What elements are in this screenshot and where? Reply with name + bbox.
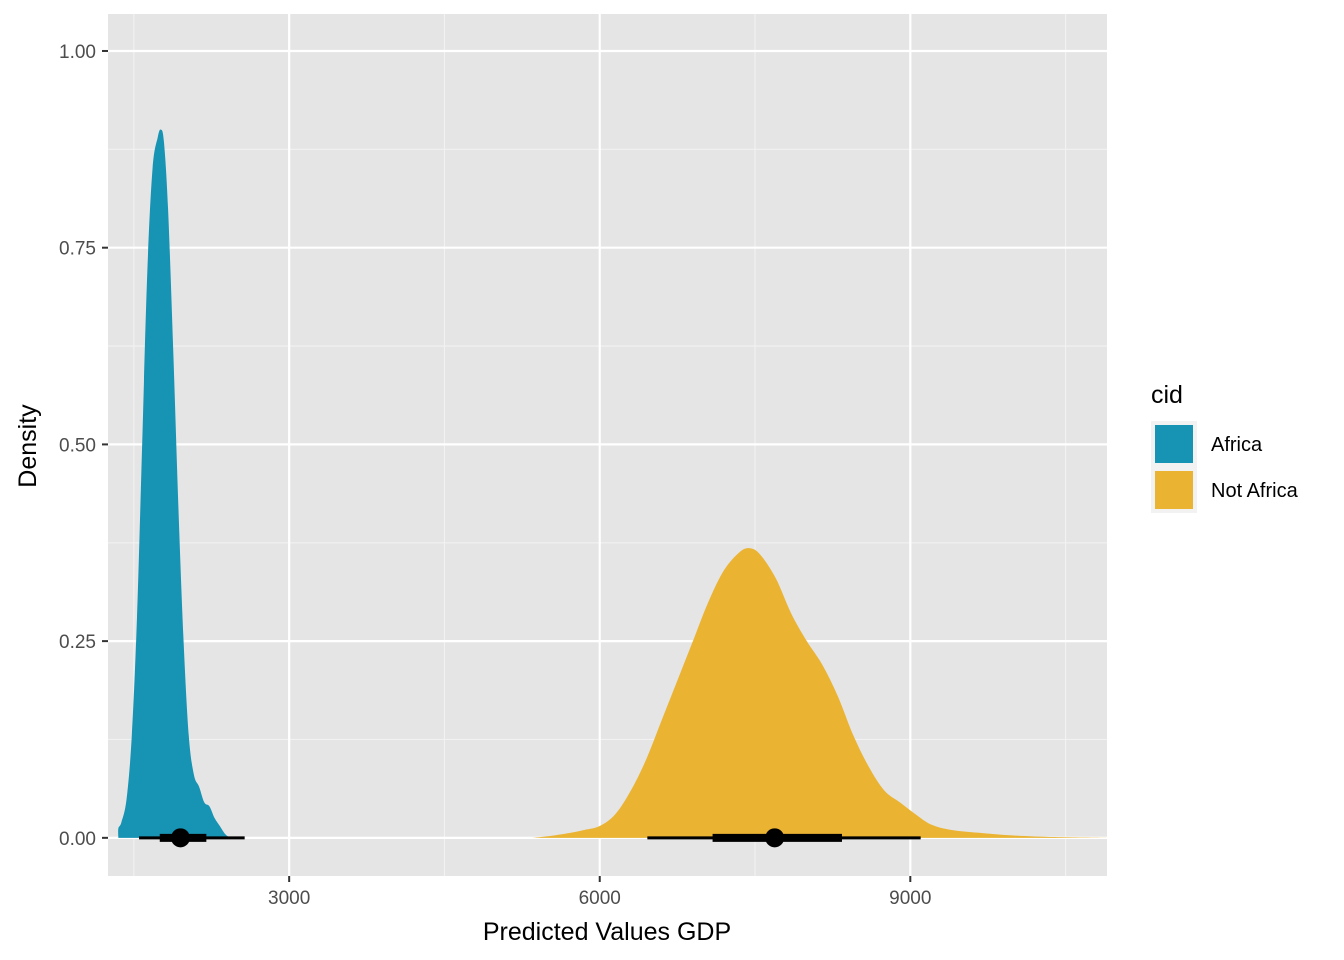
density-area-africa bbox=[118, 129, 234, 838]
y-tick-label: 0.50 bbox=[59, 435, 96, 456]
density-areas bbox=[118, 129, 1107, 838]
density-area-not-africa bbox=[532, 548, 1107, 838]
x-tick-label: 9000 bbox=[889, 888, 931, 909]
interval-markers bbox=[139, 828, 921, 848]
legend-label: Africa bbox=[1211, 434, 1263, 456]
legend-title: cid bbox=[1151, 381, 1183, 409]
y-tick-label: 0.00 bbox=[59, 829, 96, 850]
x-tick-label: 6000 bbox=[579, 888, 621, 909]
y-tick-label: 1.00 bbox=[59, 42, 96, 63]
y-axis: 0.00 0.25 0.50 0.75 1.00 bbox=[59, 42, 108, 850]
median-point-not-africa bbox=[765, 828, 785, 848]
x-tick-label: 3000 bbox=[268, 888, 310, 909]
legend-swatch bbox=[1155, 425, 1193, 463]
median-point-africa bbox=[170, 828, 190, 848]
y-axis-title: Density bbox=[14, 404, 42, 488]
y-tick-label: 0.25 bbox=[59, 632, 96, 653]
legend-label: Not Africa bbox=[1211, 480, 1299, 502]
legend-swatch bbox=[1155, 471, 1193, 509]
x-axis: 3000 6000 9000 bbox=[268, 876, 931, 909]
x-axis-title: Predicted Values GDP bbox=[483, 918, 731, 946]
legend: cid Africa Not Africa bbox=[1151, 381, 1299, 513]
y-tick-label: 0.75 bbox=[59, 239, 96, 260]
